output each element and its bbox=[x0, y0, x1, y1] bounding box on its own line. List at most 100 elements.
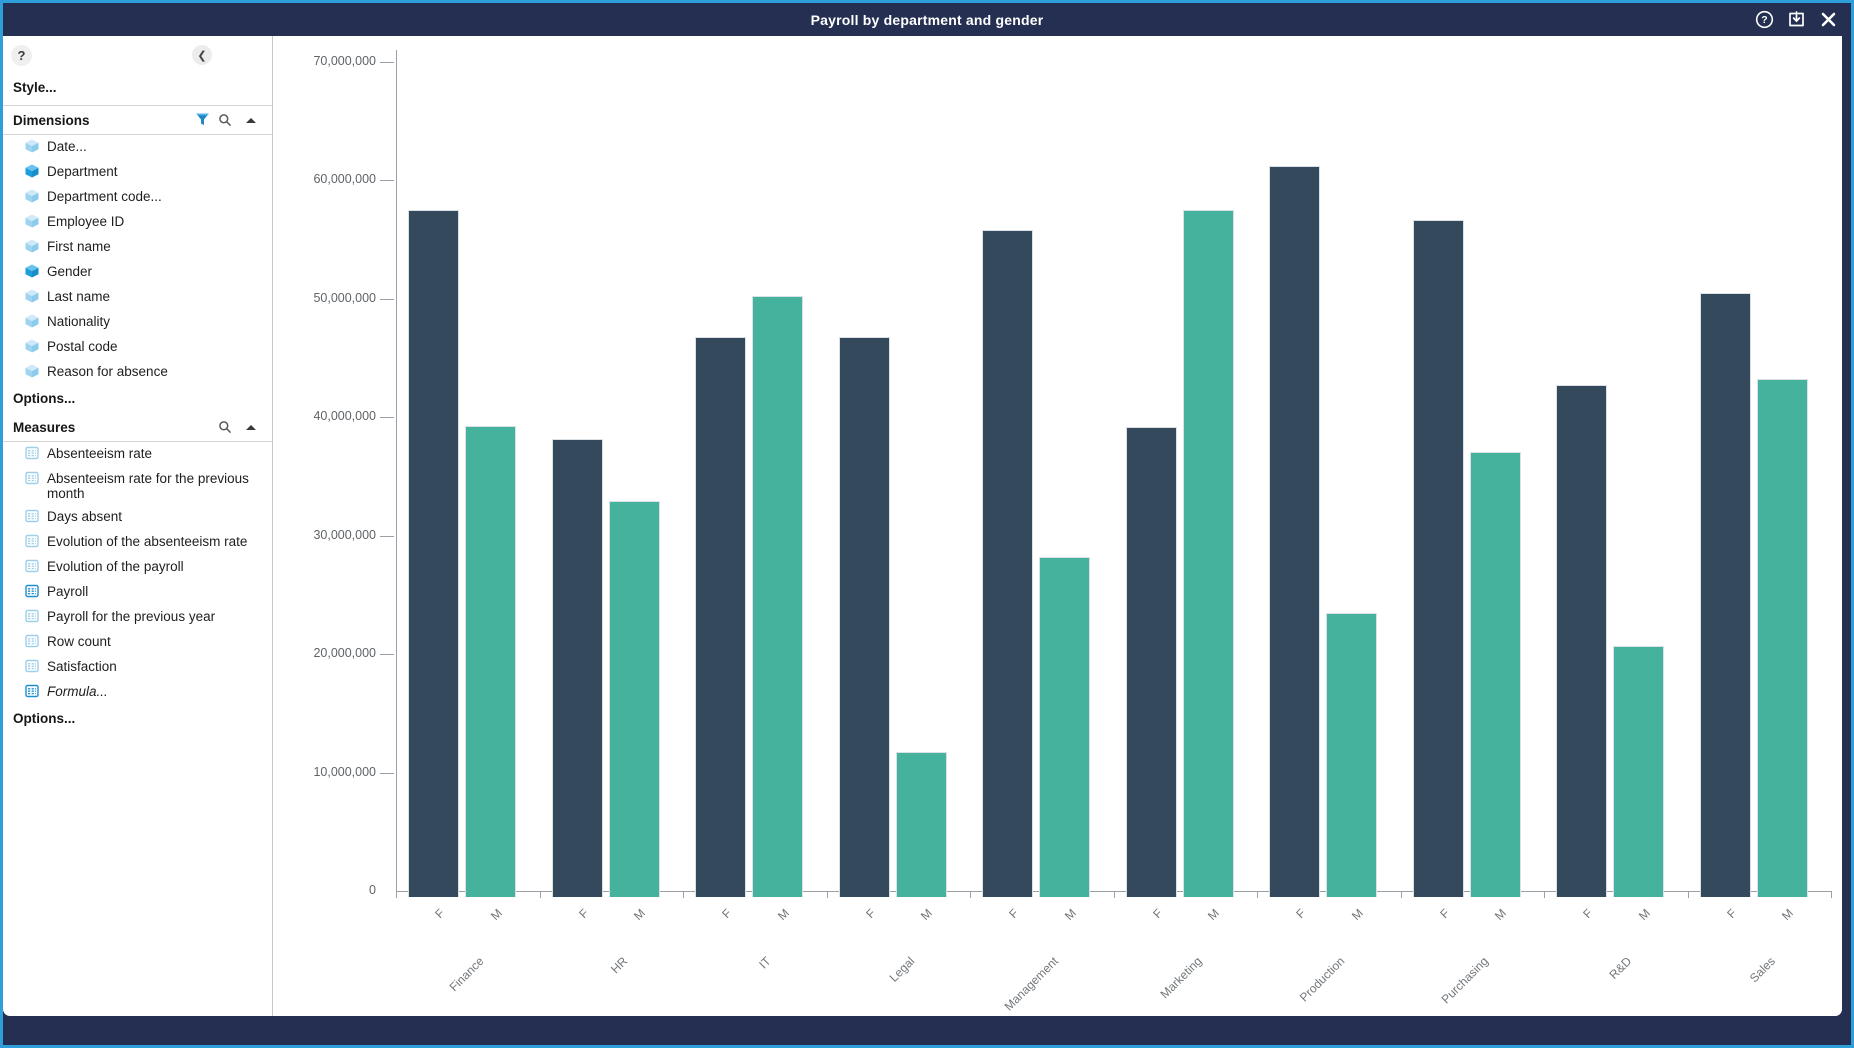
style-button[interactable]: Style... bbox=[13, 80, 57, 95]
bar-sales-m[interactable] bbox=[1756, 379, 1808, 897]
x-axis-tick bbox=[970, 891, 971, 898]
item-label: Evolution of the absenteeism rate bbox=[47, 534, 248, 549]
bar-it-f[interactable] bbox=[695, 336, 746, 897]
x-axis-series-label: M bbox=[1061, 906, 1079, 924]
measure-item-evolution-of-the-payroll[interactable]: Evolution of the payroll bbox=[3, 555, 272, 580]
bar-purchasing-m[interactable] bbox=[1469, 451, 1521, 897]
measures-options-button[interactable]: Options... bbox=[13, 711, 76, 726]
help-icon[interactable]: ? bbox=[1755, 10, 1774, 29]
bar-marketing-f[interactable] bbox=[1125, 426, 1177, 897]
y-axis-tick bbox=[380, 298, 394, 300]
x-axis-series-label: M bbox=[917, 906, 935, 924]
measure-item-evolution-of-the-absenteeism-rate[interactable]: Evolution of the absenteeism rate bbox=[3, 530, 272, 555]
dimension-item-department-code[interactable]: Department code... bbox=[3, 185, 272, 210]
cube-icon bbox=[25, 214, 39, 231]
measure-item-row-count[interactable]: Row count bbox=[3, 630, 272, 655]
x-axis-tick bbox=[1113, 891, 1115, 898]
x-axis-series-label: F bbox=[1149, 906, 1165, 922]
bar-production-f[interactable] bbox=[1269, 166, 1320, 897]
measure-item-formula[interactable]: Formula... bbox=[3, 680, 272, 705]
search-icon[interactable] bbox=[218, 420, 232, 437]
measure-item-payroll[interactable]: Payroll bbox=[3, 580, 272, 605]
y-axis-label: 70,000,000 bbox=[313, 54, 376, 68]
bar-hr-m[interactable] bbox=[608, 501, 660, 897]
measure-icon bbox=[25, 584, 39, 601]
dimension-item-date[interactable]: Date... bbox=[3, 135, 272, 160]
y-axis-tick bbox=[380, 180, 394, 182]
bar-finance-f[interactable] bbox=[408, 210, 459, 897]
sidebar-help-icon[interactable]: ? bbox=[11, 45, 32, 66]
dimension-item-employee-id[interactable]: Employee ID bbox=[3, 210, 272, 235]
item-label: Reason for absence bbox=[47, 364, 168, 379]
x-axis-series-label: F bbox=[432, 906, 448, 922]
x-axis-series-label: M bbox=[630, 906, 648, 924]
bar-marketing-m[interactable] bbox=[1182, 210, 1234, 897]
dimension-item-reason-for-absence[interactable]: Reason for absence bbox=[3, 360, 272, 385]
y-axis-tick bbox=[380, 772, 394, 774]
cube-icon bbox=[25, 239, 39, 256]
dimension-item-department[interactable]: Department bbox=[3, 160, 272, 185]
x-axis-category-label: Marketing bbox=[1157, 954, 1205, 1002]
cube-icon bbox=[25, 264, 39, 281]
measure-item-satisfaction[interactable]: Satisfaction bbox=[3, 655, 272, 680]
bar-r-d-m[interactable] bbox=[1613, 645, 1664, 897]
item-label: Department bbox=[47, 164, 118, 179]
bar-r-d-f[interactable] bbox=[1556, 385, 1607, 897]
dimensions-list: Date... Department Department code... Em… bbox=[3, 135, 272, 385]
x-axis-tick bbox=[683, 891, 684, 898]
item-label: Nationality bbox=[47, 314, 111, 329]
measure-icon bbox=[25, 659, 39, 676]
measure-item-payroll-for-the-previous-year[interactable]: Payroll for the previous year bbox=[3, 605, 272, 630]
measure-item-days-absent[interactable]: Days absent bbox=[3, 505, 272, 530]
bar-finance-m[interactable] bbox=[465, 425, 516, 897]
bar-legal-m[interactable] bbox=[895, 752, 947, 897]
bar-it-m[interactable] bbox=[752, 296, 803, 897]
x-axis-category-label: Purchasing bbox=[1438, 954, 1492, 1007]
sidebar-collapse-icon[interactable]: ❮ bbox=[192, 45, 212, 65]
divider bbox=[3, 105, 272, 106]
bar-legal-f[interactable] bbox=[838, 336, 890, 897]
bar-sales-f[interactable] bbox=[1699, 292, 1751, 897]
measure-item-absenteeism-rate-for-the-previous-month[interactable]: Absenteeism rate for the previous month bbox=[3, 467, 272, 505]
x-axis-series-label: F bbox=[1293, 906, 1309, 922]
item-label: Formula... bbox=[47, 684, 108, 699]
download-icon[interactable] bbox=[1787, 10, 1806, 29]
cube-icon bbox=[25, 189, 39, 206]
measure-item-absenteeism-rate[interactable]: Absenteeism rate bbox=[3, 442, 272, 467]
divider bbox=[3, 441, 272, 442]
item-label: Days absent bbox=[47, 509, 123, 524]
collapse-section-icon[interactable] bbox=[246, 118, 256, 123]
y-axis-label: 0 bbox=[369, 883, 376, 897]
y-axis-label: 60,000,000 bbox=[313, 172, 376, 187]
x-axis-category-label: R&D bbox=[1606, 954, 1635, 982]
dimension-item-first-name[interactable]: First name bbox=[3, 235, 272, 260]
measure-icon bbox=[25, 634, 39, 651]
bar-management-m[interactable] bbox=[1039, 557, 1090, 897]
titlebar-actions: ? bbox=[1755, 10, 1851, 29]
item-label: Postal code bbox=[47, 339, 118, 354]
measure-icon bbox=[25, 684, 39, 701]
item-label: Satisfaction bbox=[47, 659, 117, 674]
dimension-item-gender[interactable]: Gender bbox=[3, 260, 272, 285]
settings-sidebar: ? ❮ Style... Dimensions bbox=[3, 36, 273, 1016]
close-icon[interactable] bbox=[1819, 10, 1838, 29]
dimension-item-nationality[interactable]: Nationality bbox=[3, 310, 272, 335]
dimension-item-postal-code[interactable]: Postal code bbox=[3, 335, 272, 360]
y-axis-line bbox=[396, 50, 397, 898]
bar-management-f[interactable] bbox=[982, 230, 1033, 897]
x-axis-tick bbox=[539, 891, 541, 898]
item-label: Gender bbox=[47, 264, 93, 279]
bar-purchasing-f[interactable] bbox=[1412, 219, 1464, 897]
dimension-item-last-name[interactable]: Last name bbox=[3, 285, 272, 310]
x-axis-series-label: F bbox=[575, 906, 591, 922]
search-icon[interactable] bbox=[218, 113, 232, 130]
dimensions-title: Dimensions bbox=[13, 112, 90, 128]
x-axis-tick bbox=[1544, 891, 1545, 898]
bar-production-m[interactable] bbox=[1326, 612, 1377, 897]
collapse-section-icon[interactable] bbox=[246, 425, 256, 430]
bar-hr-f[interactable] bbox=[551, 438, 603, 897]
filter-icon[interactable] bbox=[195, 112, 210, 130]
dimensions-options-button[interactable]: Options... bbox=[13, 391, 76, 406]
measures-title: Measures bbox=[13, 419, 76, 435]
